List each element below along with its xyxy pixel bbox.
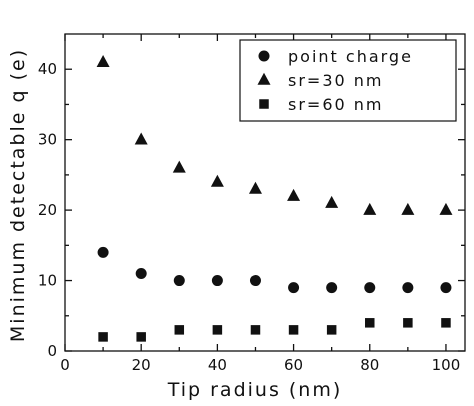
data-point — [363, 202, 377, 215]
data-point — [212, 325, 223, 335]
data-point — [326, 282, 338, 294]
legend-marker — [258, 50, 270, 62]
y-tick-label: 40 — [38, 60, 57, 78]
data-point — [401, 202, 415, 215]
data-point — [136, 332, 146, 342]
data-point — [365, 318, 375, 328]
legend-box — [239, 39, 457, 122]
series-1-markers — [96, 54, 453, 215]
data-point — [439, 202, 453, 215]
x-tick-label: 100 — [432, 356, 461, 374]
data-point — [440, 282, 452, 294]
data-point — [174, 325, 185, 335]
data-point — [172, 160, 186, 173]
data-point — [325, 195, 339, 208]
x-tick-label: 80 — [360, 356, 379, 374]
legend-label: sr=60 nm — [288, 95, 384, 114]
data-point — [134, 132, 148, 145]
x-axis-label: Tip radius (nm) — [167, 379, 343, 401]
data-point — [98, 332, 108, 342]
legend-marker — [257, 72, 271, 85]
plot-area-border — [64, 33, 466, 352]
series-0-markers — [97, 246, 452, 294]
x-tick-label: 60 — [284, 356, 303, 374]
axis-ticks: 0 20 40 60 80 100 0 10 20 30 40 — [38, 34, 465, 374]
series-2-markers — [98, 318, 451, 342]
x-tick-label: 20 — [132, 356, 151, 374]
data-point — [248, 181, 262, 194]
y-tick-label: 0 — [47, 342, 57, 360]
data-point — [250, 325, 261, 335]
data-point — [249, 275, 261, 287]
x-tick-label: 40 — [208, 356, 227, 374]
legend-label: sr=30 nm — [288, 71, 384, 90]
data-point — [211, 275, 223, 287]
data-point — [287, 188, 301, 201]
legend-label: point charge — [288, 47, 413, 66]
y-axis-label: Minimum detectable q (e) — [7, 48, 29, 342]
legend: point charge sr=30 nm sr=60 nm — [239, 39, 457, 122]
data-point — [96, 54, 110, 67]
data-point — [173, 275, 185, 287]
y-tick-label: 30 — [38, 131, 57, 149]
data-point — [288, 282, 300, 294]
data-point — [288, 325, 299, 335]
y-tick-label: 20 — [38, 201, 57, 219]
y-tick-label: 10 — [38, 272, 57, 290]
data-point — [403, 318, 413, 328]
plot-frame — [64, 33, 466, 352]
x-tick-label: 0 — [60, 356, 70, 374]
legend-marker — [259, 99, 269, 109]
data-markers — [96, 54, 453, 342]
data-point — [97, 246, 109, 258]
data-point — [364, 282, 376, 294]
data-point — [326, 325, 337, 335]
data-point — [135, 268, 147, 280]
data-point — [441, 318, 451, 328]
data-point — [210, 174, 224, 187]
data-point — [402, 282, 414, 294]
